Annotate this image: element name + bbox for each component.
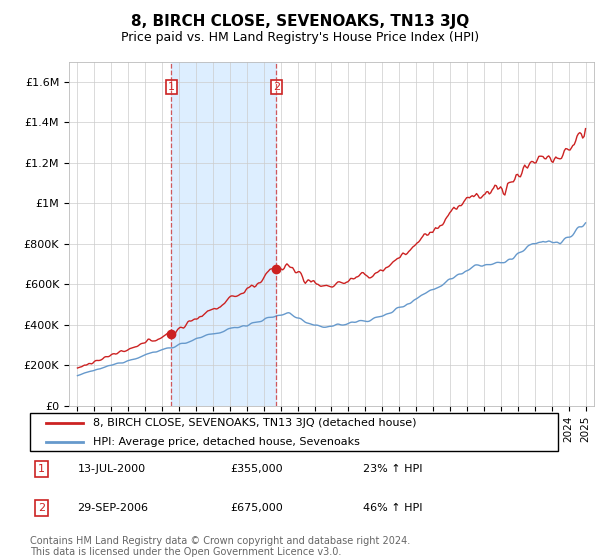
Text: 46% ↑ HPI: 46% ↑ HPI bbox=[362, 503, 422, 513]
Text: £675,000: £675,000 bbox=[230, 503, 283, 513]
Text: 13-JUL-2000: 13-JUL-2000 bbox=[77, 464, 146, 474]
Text: HPI: Average price, detached house, Sevenoaks: HPI: Average price, detached house, Seve… bbox=[94, 437, 360, 447]
Text: 1: 1 bbox=[38, 464, 45, 474]
Text: 23% ↑ HPI: 23% ↑ HPI bbox=[362, 464, 422, 474]
Text: 29-SEP-2006: 29-SEP-2006 bbox=[77, 503, 149, 513]
Text: 2: 2 bbox=[273, 82, 280, 92]
Text: £355,000: £355,000 bbox=[230, 464, 283, 474]
Text: Price paid vs. HM Land Registry's House Price Index (HPI): Price paid vs. HM Land Registry's House … bbox=[121, 31, 479, 44]
Text: 8, BIRCH CLOSE, SEVENOAKS, TN13 3JQ (detached house): 8, BIRCH CLOSE, SEVENOAKS, TN13 3JQ (det… bbox=[94, 418, 417, 428]
Text: 8, BIRCH CLOSE, SEVENOAKS, TN13 3JQ: 8, BIRCH CLOSE, SEVENOAKS, TN13 3JQ bbox=[131, 14, 469, 29]
Text: Contains HM Land Registry data © Crown copyright and database right 2024.
This d: Contains HM Land Registry data © Crown c… bbox=[30, 535, 410, 557]
Text: 2: 2 bbox=[38, 503, 45, 513]
Text: 1: 1 bbox=[168, 82, 175, 92]
Bar bbox=[171, 62, 277, 406]
